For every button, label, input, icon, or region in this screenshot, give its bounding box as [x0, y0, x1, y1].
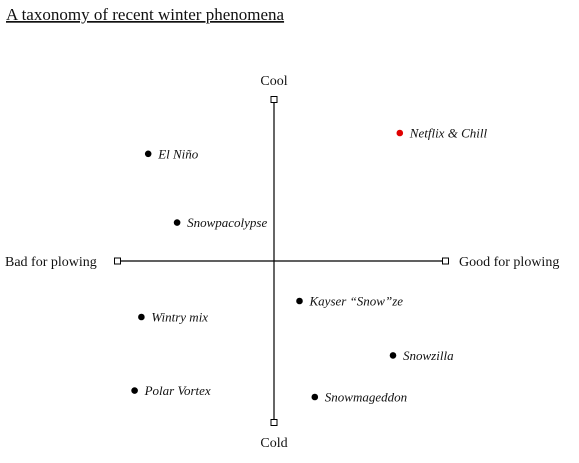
diagram-title: A taxonomy of recent winter phenomena [6, 5, 285, 24]
point [389, 352, 397, 359]
axis-end-square-right [442, 257, 449, 265]
point-label: Snowzilla [403, 348, 454, 363]
point-label: Netflix & Chill [409, 126, 488, 141]
point [144, 150, 152, 158]
axes [114, 96, 449, 426]
point-label: Snowmageddon [325, 390, 407, 405]
point-label: El Niño [157, 146, 199, 161]
axis-label-top: Cool [260, 74, 287, 89]
axis-end-square-left [114, 257, 121, 265]
point-label: Wintry mix [151, 310, 208, 325]
point [131, 387, 138, 394]
point [138, 313, 145, 321]
highlighted-point [396, 129, 404, 137]
point [173, 219, 181, 226]
axis-label-right: Good for plowing [459, 255, 559, 270]
point-label: Polar Vortex [144, 383, 211, 398]
axis-end-square-top [270, 96, 278, 103]
point [296, 297, 303, 305]
axis-label-left: Bad for plowing [5, 255, 97, 270]
axis-label-bottom: Cold [260, 436, 287, 451]
point [311, 393, 319, 401]
points-layer: Netflix & Chill El Niño Snowpacolypse Kayse… [131, 126, 487, 405]
point-label: Snowpacolypse [187, 215, 267, 230]
axis-end-square-bottom [270, 419, 278, 426]
point-label: Kayser “Snow”ze [309, 294, 404, 309]
